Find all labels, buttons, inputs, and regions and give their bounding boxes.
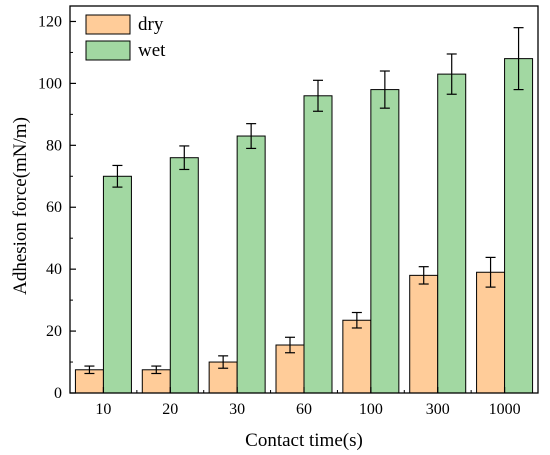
axes: 0 20 40 60 80 100 120 10 20 30 60 100 300 1000 — [38, 5, 539, 418]
x-axis-title: Contact time(s) — [245, 430, 363, 451]
y-tick-label-60: 60 — [46, 199, 62, 216]
x-tick-label-300: 300 — [426, 401, 450, 418]
bar-wet-10 — [102, 175, 132, 394]
x-tick-label-30: 30 — [229, 401, 245, 418]
y-tick-label-80: 80 — [46, 137, 62, 154]
y-tick-label-20: 20 — [46, 323, 62, 340]
legend-label-wet: wet — [138, 40, 166, 61]
bar-wet-1000 — [504, 58, 534, 394]
bar-wet-300 — [437, 73, 467, 394]
x-tick-label-60: 60 — [296, 401, 312, 418]
bar-dry-1000 — [476, 271, 506, 394]
legend-label-dry: dry — [138, 14, 164, 35]
legend-swatch-dry — [85, 14, 131, 35]
plot-area — [74, 27, 534, 394]
bar-wet-30 — [236, 135, 266, 394]
x-tick-label-20: 20 — [162, 401, 178, 418]
x-tick-label-1000: 1000 — [489, 401, 521, 418]
x-tick-label-10: 10 — [95, 401, 111, 418]
y-axis-title: Adhesion force(mN/m) — [10, 117, 31, 295]
bar-dry-300 — [409, 274, 439, 394]
y-tick-label-0: 0 — [54, 385, 62, 402]
y-tick-label-100: 100 — [38, 75, 62, 92]
y-tick-label-120: 120 — [38, 13, 62, 30]
legend-swatch-wet — [85, 40, 131, 61]
x-tick-label-100: 100 — [359, 401, 383, 418]
y-tick-label-40: 40 — [46, 261, 62, 278]
bar-wet-100 — [370, 89, 400, 394]
bar-wet-60 — [303, 95, 333, 394]
bar-dry-100 — [342, 319, 372, 394]
legend: dry wet — [85, 14, 166, 61]
bar-wet-20 — [169, 157, 199, 394]
